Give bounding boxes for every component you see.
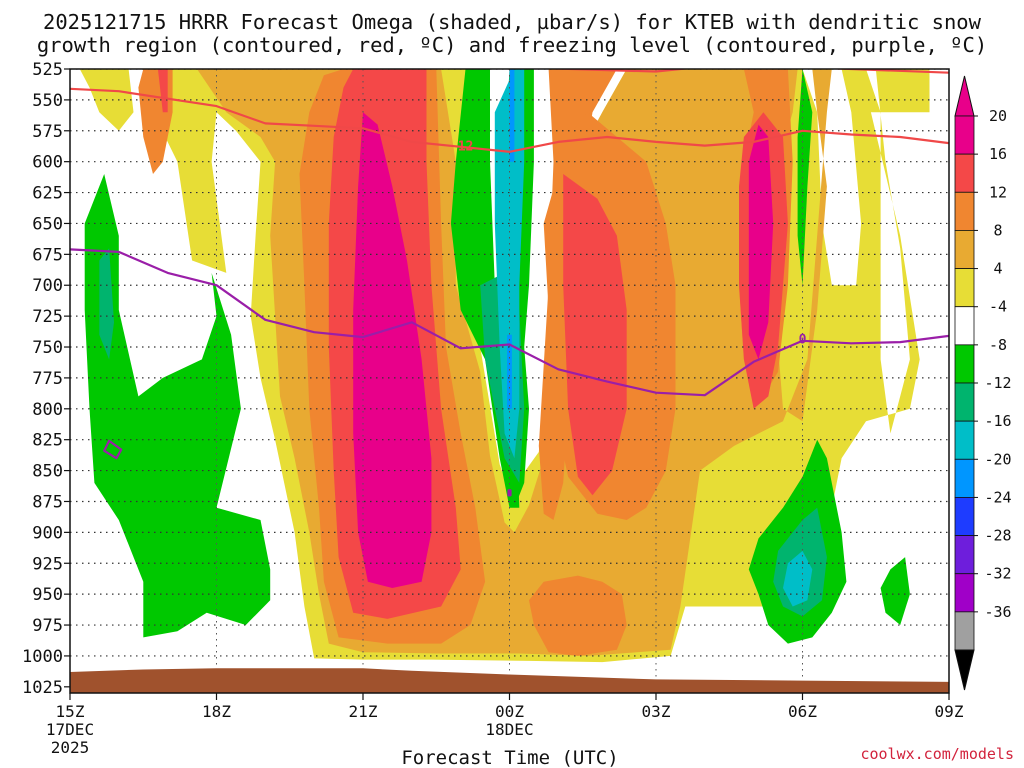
omega-region-18	[797, 69, 813, 286]
x-tick-date-15Z: 17DEC	[46, 720, 94, 739]
y-tick-label-900: 900	[32, 523, 63, 543]
y-tick-label-950: 950	[32, 585, 63, 605]
y-tick-label-750: 750	[32, 338, 63, 358]
omega-region-11	[157, 69, 168, 113]
colorbar-tick-label-7: -12	[984, 374, 1011, 392]
omega-shading-layer	[79, 69, 930, 663]
contour-freezing-level-0C-dot	[507, 489, 512, 497]
x-axis-label: Forecast Time (UTC)	[401, 747, 618, 768]
y-tick-label-575: 575	[32, 122, 63, 142]
colorbar-tick-label-8: -16	[984, 412, 1011, 430]
credit-link[interactable]: coolwx.com/models	[860, 745, 1014, 763]
y-axis-ticks: 525 550 575 600 625 650 675 700 725 750 775 800 825 8…	[22, 60, 70, 698]
y-tick-label-825: 825	[32, 431, 63, 451]
y-tick-label-925: 925	[32, 554, 63, 574]
y-tick-label-650: 650	[32, 214, 63, 234]
colorbar-tick-label-10: -24	[984, 488, 1011, 506]
omega-region-19	[880, 557, 910, 625]
chart-title-line-2: growth region (contoured, red, ºC) and f…	[37, 33, 987, 57]
colorbar-swatch-6	[954, 344, 975, 384]
terrain-layer	[70, 668, 949, 693]
colorbar-tick-label-9: -20	[984, 450, 1011, 468]
gridlines	[70, 69, 949, 693]
y-tick-label-775: 775	[32, 369, 63, 389]
y-tick-label-875: 875	[32, 492, 63, 512]
colorbar-over-triangle	[954, 75, 975, 117]
omega-region-23	[494, 69, 525, 459]
colorbar-tick-label-3: 8	[993, 221, 1002, 239]
omega-region-16	[84, 174, 271, 638]
colorbar-swatch-7	[954, 382, 975, 422]
y-tick-label-525: 525	[32, 60, 63, 80]
contour-dendritic-growth-top-12C	[536, 69, 949, 74]
colorbar-swatch-5	[954, 306, 975, 346]
y-tick-label-975: 975	[32, 616, 63, 636]
colorbar-swatch-11	[954, 535, 975, 575]
y-tick-label-1025: 1025	[22, 678, 63, 698]
y-tick-label-675: 675	[32, 245, 63, 265]
colorbar-swatch-8	[954, 420, 975, 460]
x-tick-label-03Z: 03Z	[642, 702, 671, 721]
x-tick-label-21Z: 21Z	[349, 702, 378, 721]
colorbar-swatch-2	[954, 191, 975, 231]
omega-region-12	[353, 112, 432, 588]
omega-region-24	[783, 550, 813, 607]
colorbar-swatch-3	[954, 230, 975, 269]
omega-region-13	[748, 124, 774, 360]
contour-label-freezing-level-0C: 0	[799, 332, 807, 347]
omega-region-21	[99, 248, 114, 360]
x-tick-label-06Z: 06Z	[788, 702, 817, 721]
x-tick-label-00Z: 00Z	[495, 702, 524, 721]
x-tick-label-18Z: 18Z	[202, 702, 231, 721]
colorbar: 20 16 12 8 4 -4 -8 -12 -16 -20 -24 -28 -32 -36	[954, 75, 1012, 691]
omega-region-25	[509, 69, 515, 162]
colorbar-tick-label-4: 4	[993, 260, 1002, 278]
colorbar-under-triangle	[954, 649, 975, 691]
y-tick-label-600: 600	[32, 153, 63, 173]
y-tick-label-725: 725	[32, 307, 63, 327]
colorbar-swatch-1	[954, 153, 975, 193]
contour-freezing-level-0C-closed	[103, 439, 123, 460]
contour-layer: 12 0	[70, 69, 949, 497]
y-tick-label-550: 550	[32, 91, 63, 111]
colorbar-tick-label-0: 20	[989, 107, 1007, 125]
y-tick-label-1000: 1000	[22, 647, 63, 667]
x-tick-label-15Z: 15Z	[56, 702, 85, 721]
colorbar-tick-label-5: -4	[989, 298, 1007, 316]
x-tick-label-09Z: 09Z	[935, 702, 964, 721]
colorbar-tick-label-12: -32	[984, 565, 1011, 583]
colorbar-swatch-12	[954, 573, 975, 613]
contour-dendritic-growth-12C	[70, 87, 949, 153]
colorbar-swatch-9	[954, 458, 975, 498]
contour-freezing-level-0C	[70, 248, 949, 397]
colorbar-tick-label-2: 12	[989, 183, 1007, 201]
contour-label-dendritic-growth-12C: 12	[458, 140, 474, 155]
colorbar-swatch-0	[954, 115, 975, 155]
y-tick-label-700: 700	[32, 276, 63, 296]
colorbar-swatch-13	[954, 611, 975, 651]
colorbar-swatch-10	[954, 497, 975, 536]
y-tick-label-800: 800	[32, 400, 63, 420]
plot-area: 12 0	[69, 68, 950, 694]
y-tick-label-625: 625	[32, 184, 63, 204]
colorbar-tick-label-1: 16	[989, 145, 1007, 163]
y-tick-label-850: 850	[32, 462, 63, 482]
terrain-fill	[70, 668, 949, 693]
colorbar-tick-label-11: -28	[984, 527, 1011, 545]
colorbar-tick-label-6: -8	[989, 336, 1007, 354]
omega-region-26	[507, 334, 512, 409]
chart-title-line-1: 2025121715 HRRR Forecast Omega (shaded, …	[43, 10, 982, 34]
colorbar-swatch-4	[954, 268, 975, 308]
x-tick-year-15Z: 2025	[51, 738, 90, 757]
x-tick-date-00Z: 18DEC	[485, 720, 533, 739]
colorbar-tick-label-13: -36	[984, 603, 1011, 621]
omega-region-4	[529, 575, 627, 656]
